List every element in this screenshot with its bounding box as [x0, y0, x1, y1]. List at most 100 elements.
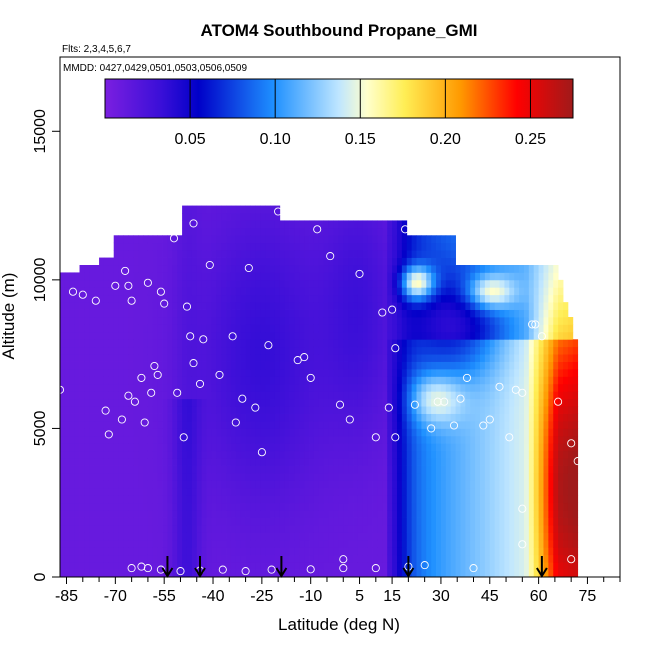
heatmap-cell [318, 413, 325, 422]
heatmap-cell [103, 525, 110, 533]
heatmap-cell [304, 257, 310, 266]
heatmap-cell [509, 495, 515, 504]
heatmap-cell [221, 309, 227, 318]
heatmap-cell [230, 554, 237, 563]
heatmap-cell [299, 250, 305, 258]
heatmap-cell [221, 287, 227, 296]
heatmap-cell [396, 421, 403, 429]
heatmap-cell [475, 279, 481, 288]
heatmap-cell [504, 339, 510, 348]
heatmap-cell [353, 435, 359, 444]
heatmap-cell [504, 369, 510, 377]
heatmap-cell [162, 517, 168, 526]
heatmap-cell [235, 279, 242, 288]
heatmap-cell [289, 428, 295, 437]
heatmap-cell [123, 309, 129, 318]
heatmap-cell [421, 391, 427, 400]
heatmap-cell [201, 465, 207, 474]
heatmap-cell [260, 398, 266, 407]
heatmap-cell [138, 346, 144, 355]
heatmap-cell [182, 220, 188, 229]
heatmap-cell [489, 369, 496, 377]
heatmap-cell [416, 465, 422, 474]
heatmap-cell [494, 265, 500, 273]
heatmap-cell [177, 413, 183, 422]
heatmap-cell [509, 369, 515, 377]
heatmap-cell [480, 539, 486, 548]
heatmap-cell [89, 279, 95, 288]
heatmap-cell [528, 428, 535, 437]
heatmap-cell [147, 435, 154, 444]
heatmap-cell [118, 257, 124, 266]
heatmap-cell [138, 495, 144, 504]
heatmap-cell [211, 428, 217, 437]
heatmap-cell [118, 287, 124, 296]
heatmap-cell [396, 287, 403, 296]
heatmap-cell [99, 532, 105, 541]
heatmap-cell [514, 265, 520, 273]
heatmap-cell [201, 213, 207, 221]
heatmap-cell [182, 242, 188, 251]
heatmap-cell [182, 257, 188, 266]
heatmap-cell [421, 398, 427, 407]
heatmap-cell [484, 331, 491, 340]
heatmap-cell [455, 398, 461, 407]
heatmap-cell [480, 421, 486, 429]
heatmap-cell [284, 383, 290, 392]
heatmap-cell [201, 220, 207, 229]
heatmap-cell [475, 383, 481, 392]
heatmap-cell [372, 525, 378, 533]
heatmap-cell [265, 220, 271, 229]
heatmap-cell [245, 473, 251, 481]
heatmap-cell [118, 539, 124, 548]
heatmap-cell [318, 250, 325, 258]
heatmap-cell [255, 376, 261, 385]
heatmap-cell [353, 569, 359, 577]
heatmap-cell [250, 502, 256, 511]
heatmap-cell [387, 525, 393, 533]
heatmap-cell [99, 435, 105, 444]
heatmap-cell [362, 287, 369, 296]
heatmap-cell [270, 458, 276, 466]
heatmap-cell [533, 473, 539, 481]
heatmap-cell [206, 235, 212, 244]
heatmap-cell [143, 235, 149, 244]
heatmap-cell [411, 346, 417, 355]
heatmap-cell [460, 473, 466, 481]
heatmap-cell [333, 435, 339, 444]
heatmap-cell [333, 406, 339, 414]
heatmap-cell [309, 547, 315, 556]
heatmap-cell [221, 539, 227, 548]
heatmap-cell [338, 294, 344, 303]
heatmap-cell [211, 257, 217, 266]
heatmap-cell [143, 294, 149, 303]
heatmap-cell [226, 406, 232, 414]
heatmap-cell [284, 458, 290, 466]
heatmap-cell [201, 510, 207, 518]
heatmap-cell [572, 569, 579, 577]
heatmap-cell [99, 398, 105, 407]
heatmap-cell [348, 309, 354, 318]
heatmap-cell [323, 421, 329, 429]
heatmap-cell [523, 539, 530, 548]
heatmap-cell [133, 428, 139, 437]
heatmap-cell [304, 227, 310, 236]
heatmap-cell [343, 279, 349, 288]
heatmap-cell [255, 294, 261, 303]
heatmap-cell [367, 443, 373, 452]
heatmap-cell [113, 413, 119, 422]
heatmap-cell [274, 487, 281, 496]
heatmap-cell [538, 302, 544, 310]
heatmap-cell [436, 458, 442, 466]
heatmap-cell [143, 413, 149, 422]
heatmap-cell [284, 287, 290, 296]
heatmap-cell [489, 331, 496, 340]
heatmap-cell [553, 346, 559, 355]
heatmap-cell [343, 369, 349, 377]
heatmap-cell [416, 250, 422, 258]
heatmap-cell [138, 473, 144, 481]
heatmap-cell [440, 406, 447, 414]
heatmap-cell [260, 517, 266, 526]
heatmap-cell [255, 473, 261, 481]
heatmap-cell [387, 361, 393, 370]
